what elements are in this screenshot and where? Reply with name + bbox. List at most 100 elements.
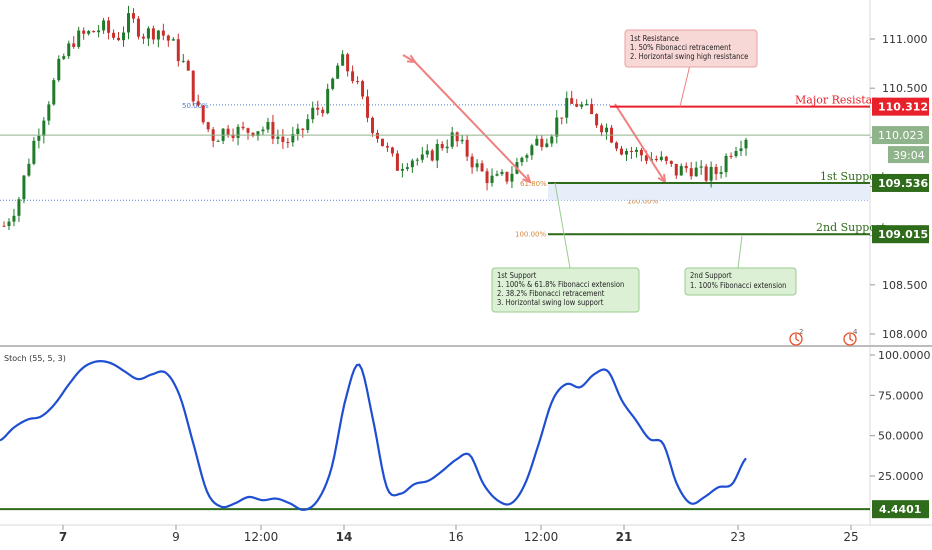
alarm-icon-2[interactable]: 2 xyxy=(789,328,803,346)
fib-100b-label: 100.00% xyxy=(515,231,546,239)
time-tick-label: 21 xyxy=(616,530,633,544)
support1-callout[interactable] xyxy=(491,267,640,313)
current-price-box xyxy=(872,126,929,145)
candle-body xyxy=(699,166,703,168)
candle-body xyxy=(256,131,260,136)
support2-callout[interactable] xyxy=(684,267,797,296)
candle-body xyxy=(271,121,275,139)
time-tick-label: 23 xyxy=(730,530,745,544)
level-value-0: 110.312 xyxy=(878,101,928,114)
candle-body xyxy=(575,103,579,107)
stoch-tick-label: 25.0000 xyxy=(878,470,924,483)
candle-body xyxy=(62,56,66,59)
current-price-label: 110.023 xyxy=(878,129,924,142)
time-tick-label: 7 xyxy=(59,530,67,544)
candle-body xyxy=(605,127,609,133)
candle-body xyxy=(301,128,305,130)
arrow-down-1 xyxy=(412,59,531,183)
alarm-icon-4[interactable]: 4 xyxy=(843,328,858,346)
candle-body xyxy=(52,80,56,105)
candle-body xyxy=(480,163,484,172)
candle-body xyxy=(17,199,21,216)
candle-body xyxy=(679,165,683,176)
candle-body xyxy=(171,39,175,41)
fib-618-label: 61.80% xyxy=(520,180,547,188)
stoch-series-line xyxy=(0,359,747,511)
price-axis[interactable] xyxy=(870,0,932,550)
candle-body xyxy=(674,163,678,176)
candle-body xyxy=(201,105,205,123)
candle-body xyxy=(146,28,150,39)
candle-body xyxy=(7,221,11,227)
candle-body xyxy=(560,117,564,119)
candle-body xyxy=(714,166,718,174)
candle-body xyxy=(251,132,255,136)
candle-body xyxy=(724,155,728,173)
support2-callout-connector xyxy=(737,235,743,269)
candle-body xyxy=(356,81,360,83)
resistance-callout-line2: 2. Horizontal swing high resistance xyxy=(630,52,748,61)
candle-body xyxy=(261,129,265,132)
candle-body xyxy=(27,163,31,176)
candle-body xyxy=(72,43,76,47)
stoch-value-box xyxy=(872,500,929,519)
support2-callout-title: 2nd Support xyxy=(690,271,732,280)
candle-body xyxy=(141,36,145,39)
candle-body xyxy=(42,120,46,136)
candle-body xyxy=(535,138,539,146)
arrow-down-2 xyxy=(614,103,666,183)
time-tick-label: 9 xyxy=(172,530,180,544)
resistance-callout-line1: 1. 50% Fibonacci retracement xyxy=(630,43,731,52)
candle-body xyxy=(510,173,514,182)
stoch-label[interactable]: Stoch (55, 5, 3) xyxy=(4,354,66,363)
support-zone xyxy=(548,182,870,201)
candle-body xyxy=(600,125,604,133)
candle-body xyxy=(659,156,663,161)
candle-body xyxy=(366,96,370,118)
candle-body xyxy=(226,128,230,135)
candle-body xyxy=(580,104,584,107)
time-tick-label: 25 xyxy=(843,530,858,544)
candle-body xyxy=(82,30,86,34)
countdown-box xyxy=(888,146,929,164)
candle-body xyxy=(585,104,589,106)
candle-body xyxy=(475,163,479,168)
level-box-1 xyxy=(872,173,929,192)
candle-body xyxy=(156,30,160,40)
candle-body xyxy=(311,107,315,120)
candle-body xyxy=(590,104,594,115)
candle-body xyxy=(296,128,300,135)
support1-callout-title: 1st Support xyxy=(497,271,537,280)
candle-body xyxy=(719,172,723,174)
candle-body xyxy=(545,143,549,148)
candle-body xyxy=(734,151,738,157)
candle-body xyxy=(77,30,81,47)
candle-body xyxy=(385,146,389,148)
candle-body xyxy=(122,32,126,41)
candle-body xyxy=(102,20,106,31)
candle-body xyxy=(2,225,6,227)
fib-50-label: 50.00% xyxy=(182,102,209,110)
candle-body xyxy=(231,134,235,138)
candle-body xyxy=(306,119,310,130)
candle-body xyxy=(266,121,270,130)
candle-body xyxy=(176,39,180,62)
candle-body xyxy=(326,88,330,114)
candle-body xyxy=(87,31,91,34)
candle-body xyxy=(505,171,509,182)
resistance-callout[interactable] xyxy=(624,29,758,68)
level-name-2: 2nd Support xyxy=(816,221,886,234)
candle-body xyxy=(629,150,633,152)
candle-body xyxy=(241,126,245,129)
candle-body xyxy=(525,155,529,158)
candle-body xyxy=(624,150,628,155)
candle-body xyxy=(615,142,619,149)
time-ticks[interactable]: 7 9 12:00 14 16 12:00 21 23 25 xyxy=(59,525,859,544)
candle-body xyxy=(634,149,638,152)
candle-body xyxy=(689,168,693,177)
candle-body xyxy=(276,136,280,139)
candle-body xyxy=(246,128,250,133)
stoch-tick-label: 100.0000 xyxy=(878,349,931,362)
candle-body xyxy=(336,65,340,79)
